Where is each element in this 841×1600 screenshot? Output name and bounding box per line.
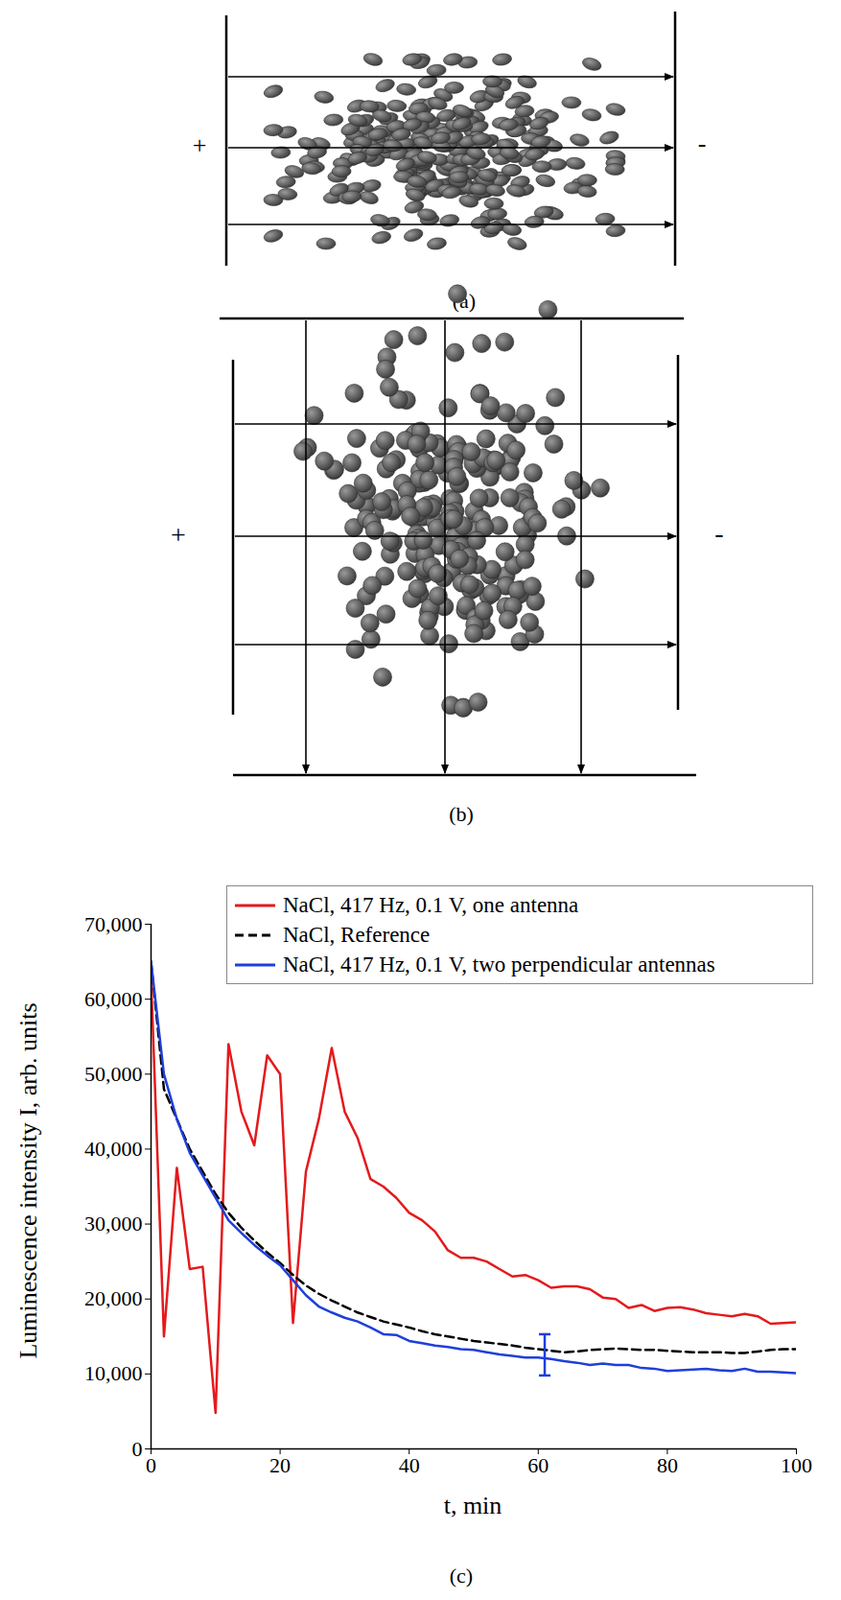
- html-text:NaCl, Reference: NaCl, Reference: [282, 922, 430, 947]
- svg-text:40,000: 40,000: [84, 1136, 143, 1161]
- svg-text:60: 60: [527, 1452, 549, 1477]
- svg-text:(b): (b): [448, 801, 474, 826]
- svg-text:40: 40: [398, 1452, 421, 1477]
- html-text:Luminescence intensity I, arb.: Luminescence intensity I, arb. units: [14, 1002, 43, 1359]
- svg-text:80: 80: [656, 1452, 678, 1477]
- svg-text:70,000: 70,000: [84, 911, 143, 936]
- svg-text:30,000: 30,000: [84, 1211, 143, 1236]
- svg-text:20,000: 20,000: [84, 1285, 143, 1310]
- svg-text:0: 0: [145, 1452, 157, 1477]
- html-text:NaCl, 417 Hz, 0.1 V, two perpe: NaCl, 417 Hz, 0.1 V, two perpendicular a…: [282, 951, 716, 976]
- html-text:(c): (c): [449, 1563, 473, 1588]
- svg-text:+: +: [170, 519, 187, 550]
- html-text:t, min: t, min: [443, 1491, 502, 1519]
- svg-text:(a): (a): [452, 288, 476, 313]
- html-text:NaCl, 417 Hz, 0.1 V, one anten: NaCl, 417 Hz, 0.1 V, one antenna: [282, 892, 579, 917]
- svg-text:0: 0: [132, 1436, 143, 1461]
- svg-text:20: 20: [269, 1452, 291, 1477]
- svg-text:-: -: [714, 517, 724, 548]
- svg-text:10,000: 10,000: [84, 1360, 143, 1385]
- svg-text:-: -: [698, 129, 707, 158]
- svg-text:60,000: 60,000: [84, 986, 143, 1011]
- svg-text:50,000: 50,000: [84, 1061, 143, 1086]
- svg-text:+: +: [192, 131, 208, 160]
- svg-text:100: 100: [780, 1452, 813, 1477]
